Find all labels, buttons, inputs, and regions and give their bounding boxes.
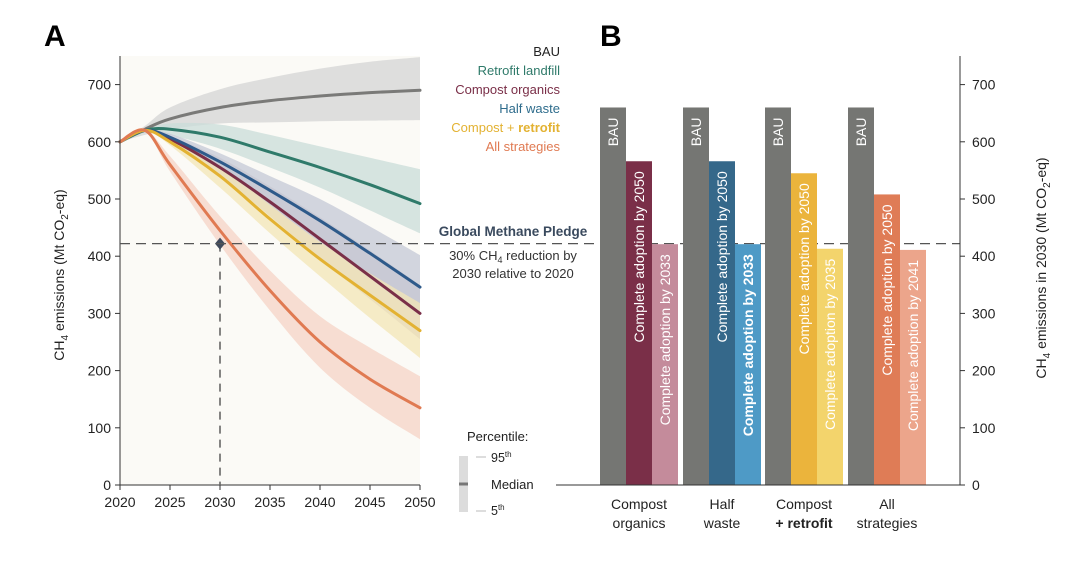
bar-group3-bar1: [874, 194, 900, 485]
category-label-line1: Compost: [611, 496, 667, 512]
bar-label: Complete adoption by 2033: [740, 254, 756, 436]
x-tick-label: 2040: [304, 494, 335, 510]
panel-b-ticks: 0 100 200 300 400 500 600 700: [960, 77, 996, 493]
y-tick-label: 600: [88, 134, 112, 150]
series-label-half: Half waste: [499, 101, 560, 116]
bar-group3-bar0: [848, 107, 874, 485]
y-tick-label: 500: [88, 191, 112, 207]
panel-a-line-chart: 2020 2025 2030 2035 2040 2045 2050 0 100 200 300 40…: [51, 56, 436, 510]
bar-label: BAU: [688, 117, 704, 146]
bar-group0-bar2: [652, 244, 678, 485]
bar-group2-bar1: [791, 173, 817, 485]
category-label-line2: + retrofit: [775, 515, 833, 531]
category-label-line2: organics: [613, 515, 666, 531]
band-3: [120, 129, 420, 317]
median-line-0: [118, 88, 422, 144]
category-label-line1: All: [879, 496, 895, 512]
series-label-landfill: Retrofit landfill: [478, 63, 560, 78]
panel-b-bars: BAU Complete adoption by 2050 Complete ado…: [600, 107, 926, 486]
bar-label: Complete adoption by 2050: [714, 171, 730, 342]
bar-group3-bar2: [900, 249, 926, 485]
series-legend: BAU Retrofit landfill Compost organics Half…: [451, 44, 560, 154]
series-label-all: All strategies: [486, 139, 561, 154]
pledge-description-line2: 2030 relative to 2020: [452, 266, 573, 281]
y-tick-label: 100: [972, 420, 996, 436]
panel-b-letter: B: [600, 20, 622, 53]
bar-group2-bar0: [765, 107, 791, 485]
category-label-line2: strategies: [857, 515, 918, 531]
panel-b-category-labels: Compost organics Half waste Compost + retrofi…: [611, 496, 917, 531]
percentile-legend: Percentile: 95th Median 5th: [459, 429, 534, 518]
bar-label: Complete adoption by 2033: [657, 254, 673, 425]
pledge-title: Global Methane Pledge: [439, 224, 588, 239]
panel-b-y-axis-label: CH4 emissions in 2030 (Mt CO2-eq): [1033, 157, 1053, 378]
y-tick-label: 200: [972, 363, 996, 379]
y-tick-label: 0: [972, 477, 980, 493]
bar-label: Complete adoption by 2050: [879, 204, 895, 375]
percentile-legend-median: Median: [491, 477, 534, 492]
bar-group0-bar1: [626, 161, 652, 486]
bar-label: Complete adoption by 2050: [796, 183, 812, 354]
y-tick-label: 0: [103, 477, 111, 493]
y-tick-label: 300: [972, 305, 996, 321]
panel-b-bar-chart: BAU Complete adoption by 2050 Complete ado…: [556, 56, 1053, 531]
series-label-combo: Compost + retrofit: [451, 120, 560, 135]
y-tick-label: 100: [88, 420, 112, 436]
bar-label: Complete adoption by 2041: [905, 260, 921, 431]
median-line-5: [118, 128, 422, 410]
y-tick-label: 700: [88, 77, 112, 93]
bar-label: BAU: [853, 117, 869, 146]
y-tick-label: 500: [972, 191, 996, 207]
y-tick-label: 700: [972, 77, 996, 93]
y-tick-label: 300: [88, 305, 112, 321]
panel-a-median-lines: [118, 88, 422, 410]
bar-label: BAU: [605, 117, 621, 146]
bar-group1-bar1: [709, 161, 735, 486]
pledge-description-line1: 30% CH4 reduction by: [449, 248, 577, 265]
x-tick-label: 2020: [104, 494, 135, 510]
panel-a-y-axis-label: CH4 emissions (Mt CO2-eq): [51, 189, 71, 360]
bar-label: Complete adoption by 2035: [822, 259, 838, 430]
percentile-legend-title: Percentile:: [467, 429, 528, 444]
x-tick-label: 2035: [254, 494, 285, 510]
band-1: [120, 122, 420, 234]
x-tick-label: 2025: [154, 494, 185, 510]
x-tick-label: 2050: [404, 494, 435, 510]
category-label-line1: Compost: [776, 496, 832, 512]
series-label-compost: Compost organics: [455, 82, 560, 97]
category-label-line2: waste: [703, 515, 741, 531]
bar-group0-bar0: [600, 107, 626, 485]
bar-label: BAU: [770, 117, 786, 146]
panel-a-ticks: 2020 2025 2030 2035 2040 2045 2050 0 100 200 300 40…: [88, 77, 436, 510]
panel-a-letter: A: [44, 20, 66, 53]
x-tick-label: 2030: [204, 494, 235, 510]
x-tick-label: 2045: [354, 494, 385, 510]
y-tick-label: 400: [88, 248, 112, 264]
category-label-line1: Half: [710, 496, 735, 512]
series-label-bau: BAU: [533, 44, 560, 59]
y-tick-label: 400: [972, 248, 996, 264]
bar-group1-bar0: [683, 107, 709, 485]
percentile-legend-5: 5th: [491, 503, 505, 518]
bar-label: Complete adoption by 2050: [631, 171, 647, 342]
bar-group2-bar2: [817, 248, 843, 485]
y-tick-label: 600: [972, 134, 996, 150]
percentile-legend-95: 95th: [491, 450, 512, 465]
bar-group1-bar2: [735, 244, 761, 485]
y-tick-label: 200: [88, 363, 112, 379]
